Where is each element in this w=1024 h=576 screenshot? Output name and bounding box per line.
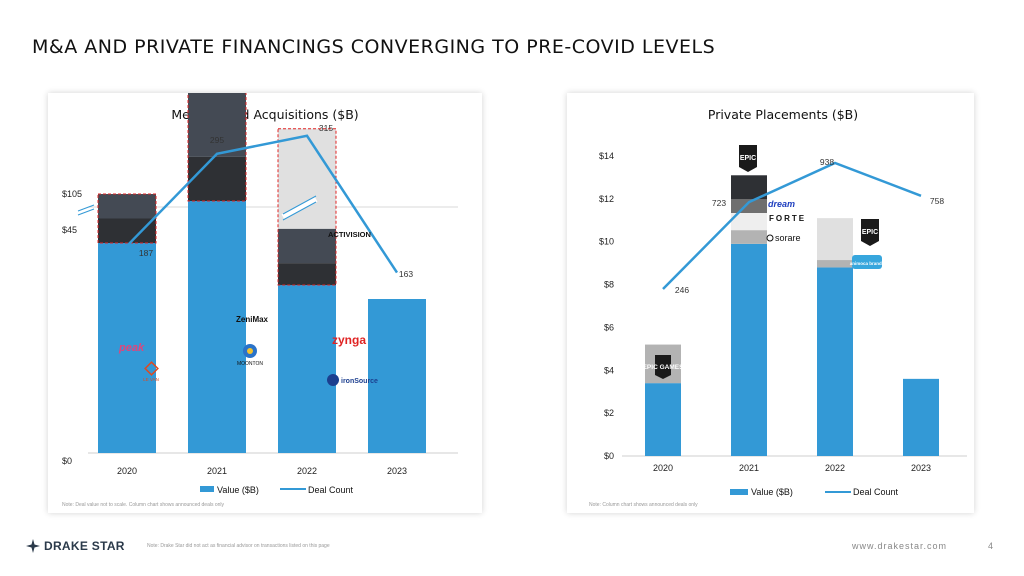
ma-bar-break: [281, 196, 318, 220]
pp-legend-count: Deal Count: [853, 487, 899, 497]
ma-legend-count: Deal Count: [308, 485, 354, 495]
pp-deal-segment: [817, 218, 853, 261]
animoca-logo-text: animoca brands: [850, 261, 885, 266]
pp-x-tick: 2023: [911, 463, 931, 473]
ma-x-tick: 2023: [387, 466, 407, 476]
ironsource-logo: ironSource: [327, 374, 378, 386]
ma-deal-segment: [278, 228, 336, 264]
pp-count-label: 723: [712, 198, 726, 208]
ma-x-tick: 2021: [207, 466, 227, 476]
ma-deal-outline: [277, 128, 337, 286]
epic-games-logo-text: EPIC GAMES: [643, 364, 684, 371]
svg-text:EPIC: EPIC: [740, 155, 756, 162]
pp-note: Note: Column chart shows announced deals…: [589, 502, 698, 508]
ma-count-label: 163: [399, 269, 413, 279]
pp-deal-segment: [731, 213, 767, 231]
ma-deal-outline: [97, 193, 157, 244]
footer-note: Note: Drake Star did not act as financia…: [147, 543, 330, 549]
star-icon: [26, 539, 40, 553]
epic-games-logo: EPIC: [739, 145, 757, 172]
zynga-logo-text: zynga: [332, 333, 366, 347]
peak-logo: peak: [118, 342, 145, 354]
pp-value-bar: [731, 243, 767, 456]
ma-bar-break-mark: [282, 195, 317, 215]
pp-deal-segment: [731, 175, 767, 200]
ma-deal-segment: [188, 156, 246, 201]
pp-chart-panel: Private Placements ($B) $0 $2 $4 $6 $8 $10 $12…: [567, 93, 974, 513]
le-van-logo: LE VAN: [143, 361, 159, 382]
ma-y-tick-45: $45: [62, 225, 77, 235]
ma-deal-segment: [188, 93, 246, 157]
forte-logo: FORTE: [769, 214, 806, 223]
ma-value-bar: [98, 243, 156, 453]
animoca-brands-logo: animoca brands: [850, 255, 885, 269]
pp-deal-segment: [817, 260, 853, 268]
pp-value-bar: [817, 267, 853, 456]
pp-y-tick: $8: [604, 280, 614, 290]
ma-bar-break-mark: [282, 201, 317, 221]
pp-count-label: 246: [675, 285, 689, 295]
pp-y-tick: $2: [604, 408, 614, 418]
ma-x-tick: 2022: [297, 466, 317, 476]
pp-y-tick: $6: [604, 322, 614, 332]
page-number: 4: [988, 541, 994, 551]
ma-axis-break-mark: [77, 208, 95, 216]
moonton-logo-text: MOONTON: [237, 361, 263, 367]
ma-legend-value: Value ($B): [217, 485, 259, 495]
ma-count-label: 315: [319, 123, 333, 133]
pp-deal-count-line: [662, 161, 922, 290]
ma-value-bar: [278, 285, 336, 453]
ma-y-tick-105: $105: [62, 189, 82, 199]
zynga-logo: zynga: [332, 333, 366, 347]
ma-deal-segment: [278, 263, 336, 285]
pp-count-label: 938: [820, 157, 834, 167]
pp-y-tick: $0: [604, 451, 614, 461]
pp-y-tick: $4: [604, 365, 614, 375]
pp-legend-value-swatch: [730, 489, 748, 495]
ma-deal-count-line: [121, 134, 399, 274]
epic-games-logo: EPIC: [861, 219, 879, 246]
drake-star-logo: DRAKE STAR: [26, 539, 125, 553]
pp-x-tick: 2022: [825, 463, 845, 473]
ma-deal-outline: [187, 93, 247, 202]
pp-legend-value: Value ($B): [751, 487, 793, 497]
pp-deal-segment: [731, 230, 767, 244]
pp-x-tick: 2020: [653, 463, 673, 473]
sorare-logo-text: sorare: [775, 233, 801, 243]
pp-value-bar: [903, 378, 939, 456]
svg-text:EPIC: EPIC: [862, 229, 878, 236]
ma-deal-segment: [98, 194, 156, 219]
ma-value-bar: [188, 201, 246, 453]
ma-count-label: 187: [139, 248, 153, 258]
sorare-logo: sorare: [766, 233, 801, 243]
pp-chart-title: Private Placements ($B): [708, 107, 858, 122]
ma-value-bar: [368, 299, 426, 453]
pp-y-tick: $12: [599, 194, 614, 204]
pp-chart-svg: Private Placements ($B) $0 $2 $4 $6 $8 $10 $12…: [589, 107, 967, 508]
ma-x-tick: 2020: [117, 466, 137, 476]
footer-url[interactable]: www.drakestar.com: [852, 541, 948, 551]
ironsource-logo-text: ironSource: [341, 378, 378, 385]
pp-count-label: 758: [930, 196, 944, 206]
ma-chart-panel: Mergers and Acquisitions ($B) $0 $45 $10…: [48, 93, 482, 513]
moonton-logo: MOONTON: [237, 344, 263, 367]
ma-chart-svg: Mergers and Acquisitions ($B) $0 $45 $10…: [62, 93, 458, 508]
page-title: M&A AND PRIVATE FINANCINGS CONVERGING TO…: [32, 36, 716, 58]
ma-axis-break-mark: [77, 204, 95, 212]
pp-y-tick: $14: [599, 151, 614, 161]
dream-logo: dream: [768, 199, 795, 209]
zenimax-logo: ZeniMax: [236, 315, 269, 324]
pp-y-tick: $10: [599, 237, 614, 247]
ma-y-tick-0: $0: [62, 456, 72, 466]
pp-value-bar: [645, 383, 681, 456]
pp-x-tick: 2021: [739, 463, 759, 473]
activision-logo: ACTIVISION: [328, 230, 371, 239]
ma-legend-value-swatch: [200, 486, 214, 492]
epic-games-logo: EPIC GAMES: [643, 355, 684, 379]
le-van-logo-text: LE VAN: [143, 377, 159, 382]
drake-star-brand-text: DRAKE STAR: [44, 539, 125, 553]
ma-note: Note: Deal value not to scale. Column ch…: [62, 502, 225, 508]
ma-deal-segment: [98, 218, 156, 243]
ma-count-label: 295: [210, 135, 224, 145]
